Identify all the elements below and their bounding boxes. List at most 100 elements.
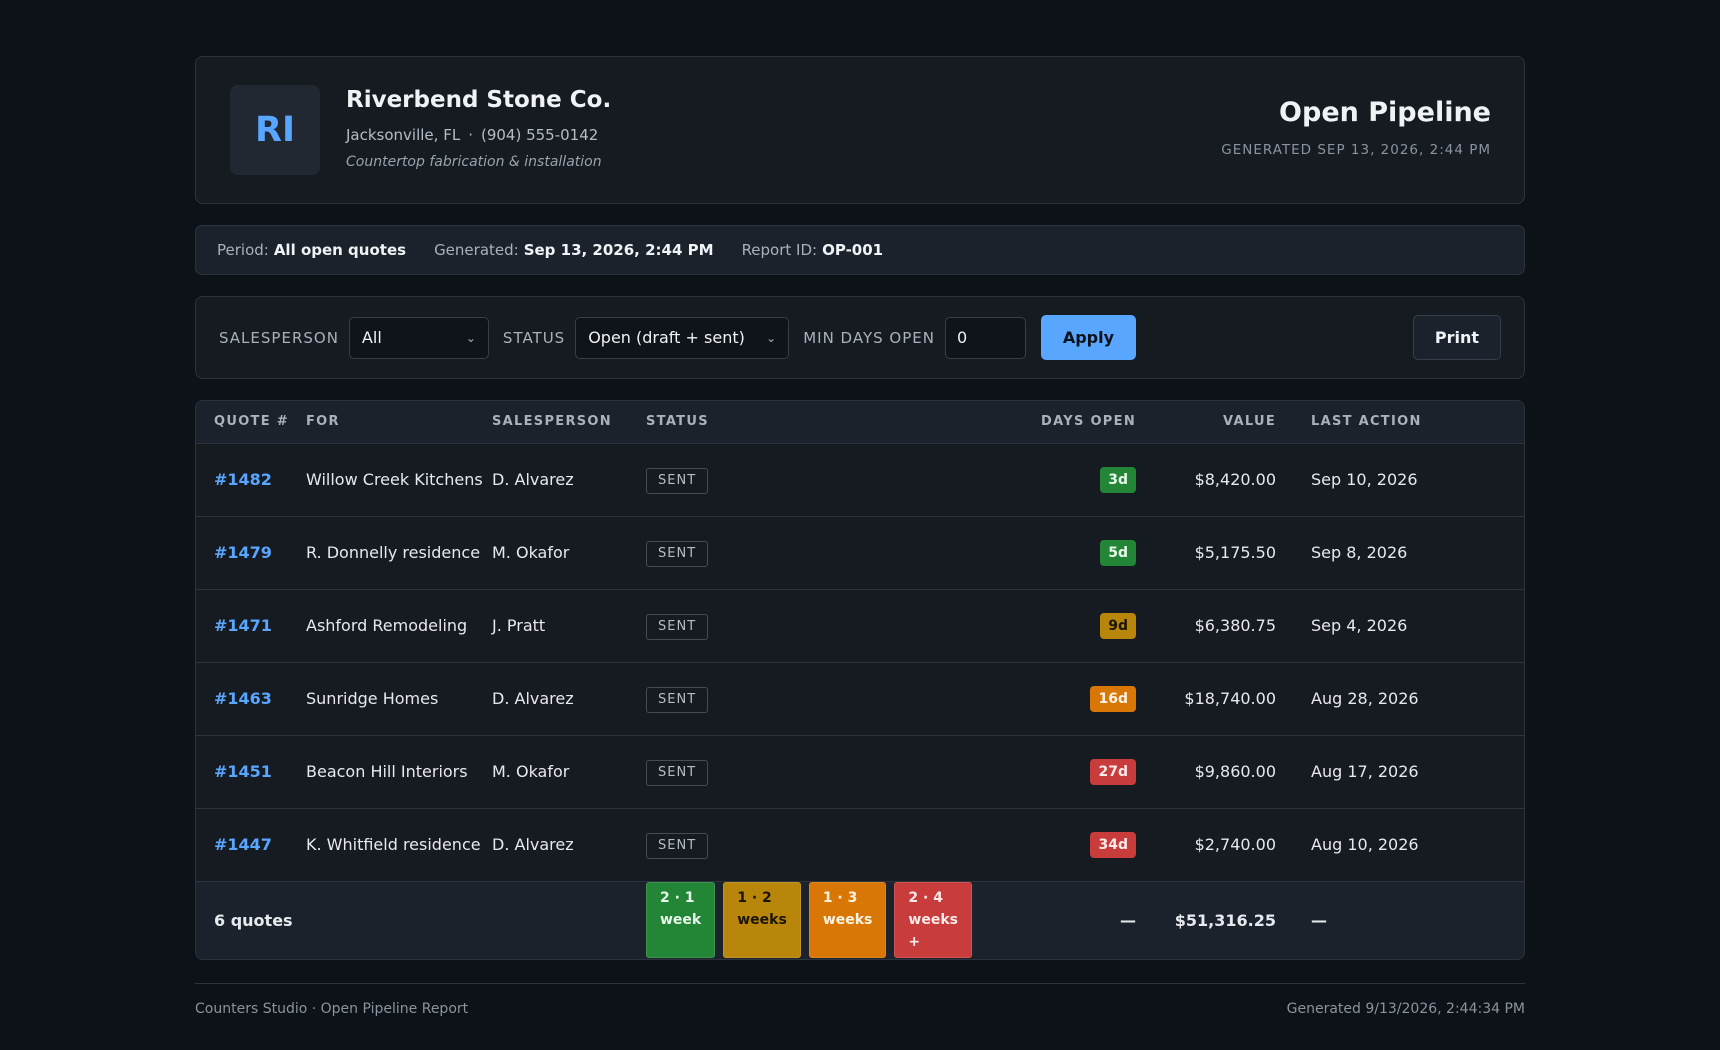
salesperson-cell: J. Pratt <box>492 589 646 663</box>
status-cell: SENT <box>646 443 896 517</box>
days-open-badge: 34d <box>1090 832 1136 858</box>
last-action-cell: Sep 10, 2026 <box>1276 443 1524 517</box>
chevron-down-icon: ⌄ <box>465 330 476 345</box>
quote-link[interactable]: #1482 <box>214 470 272 489</box>
status-filter-label: STATUS <box>502 328 566 347</box>
customer-cell: Ashford Remodeling <box>306 589 492 663</box>
status-badge: SENT <box>646 613 709 640</box>
quote-number-cell: #1471 <box>196 589 306 663</box>
salesperson-cell: D. Alvarez <box>492 443 646 517</box>
table-row[interactable]: #1463 Sunridge Homes D. Alvarez SENT 16d $18,… <box>196 662 1524 736</box>
last-action-cell: Aug 10, 2026 <box>1276 808 1524 882</box>
customer-cell: R. Donnelly residence <box>306 516 492 590</box>
salesperson-select-value: All <box>361 328 382 347</box>
age-legend-chip: 2 · 1 week <box>646 882 716 959</box>
company-city: Jacksonville, FL <box>346 126 461 144</box>
customer-cell: Willow Creek Kitchens <box>306 443 492 517</box>
value-cell: $18,740.00 <box>1136 662 1276 736</box>
value-cell: $8,420.00 <box>1136 443 1276 517</box>
days-open-cell: 3d <box>896 443 1136 517</box>
quote-count: 6 quotes <box>214 910 293 930</box>
meta-generated-label: Generated: <box>434 241 519 259</box>
meta-report-id-label: Report ID: <box>741 241 818 259</box>
table-row[interactable]: #1479 R. Donnelly residence M. Okafor SENT 5… <box>196 516 1524 590</box>
meta-period-value: All open quotes <box>273 241 407 259</box>
salesperson-filter-label: SALESPERSON <box>219 328 339 347</box>
quote-number-cell: #1479 <box>196 516 306 590</box>
last-action-total: — <box>1311 910 1327 930</box>
salesperson-cell: D. Alvarez <box>492 808 646 882</box>
page-footer: Counters Studio · Open Pipeline Report G… <box>195 983 1525 1017</box>
meta-report-id: Report ID: OP-001 <box>742 241 884 259</box>
status-cell: SENT <box>646 808 896 882</box>
days-open-cell: 34d <box>896 808 1136 882</box>
table-row[interactable]: #1451 Beacon Hill Interiors M. Okafor SENT 2… <box>196 735 1524 809</box>
age-legend-chip: 2 · 4 weeks + <box>894 882 972 959</box>
table-row[interactable]: #1482 Willow Creek Kitchens D. Alvarez SENT… <box>196 443 1524 517</box>
contact-separator: · <box>468 126 473 144</box>
value-cell: $9,860.00 <box>1136 735 1276 809</box>
column-header-salesperson[interactable]: SALESPERSON <box>492 401 646 444</box>
meta-period-label: Period: <box>217 241 269 259</box>
age-legend-chip: 1 · 3 weeks <box>808 882 887 959</box>
last-action-cell: Aug 17, 2026 <box>1276 735 1524 809</box>
age-legend: 2 · 1 week 1 · 2 weeks 1 · 3 weeks 2 · 4 weeks … <box>646 882 972 959</box>
status-badge: SENT <box>646 759 709 786</box>
column-header-quote[interactable]: QUOTE # <box>196 401 306 444</box>
age-legend-cell: 2 · 1 week 1 · 2 weeks 1 · 3 weeks 2 · 4 weeks … <box>646 881 972 959</box>
quote-link[interactable]: #1447 <box>214 835 272 854</box>
company-phone: (904) 555-0142 <box>480 126 599 144</box>
column-header-status[interactable]: STATUS <box>646 401 896 444</box>
days-open-badge: 27d <box>1090 759 1136 785</box>
footer-left: Counters Studio · Open Pipeline Report <box>195 1001 469 1017</box>
status-cell: SENT <box>646 735 896 809</box>
value-cell: $2,740.00 <box>1136 808 1276 882</box>
table-row[interactable]: #1447 K. Whitfield residence D. Alvarez SEN… <box>196 808 1524 882</box>
salesperson-cell: D. Alvarez <box>492 662 646 736</box>
value-total: $51,316.25 <box>1174 910 1276 930</box>
days-open-badge: 9d <box>1100 613 1136 639</box>
column-header-days-open[interactable]: DAYS OPEN <box>896 401 1136 444</box>
days-open-badge: 5d <box>1100 540 1136 566</box>
company-tagline: Countertop fabrication & installation <box>346 154 602 170</box>
report-meta-bar: Period: All open quotes Generated: Sep 13,… <box>195 225 1525 275</box>
value-cell: $5,175.50 <box>1136 516 1276 590</box>
quote-link[interactable]: #1471 <box>214 616 272 635</box>
customer-cell: Beacon Hill Interiors <box>306 735 492 809</box>
min-days-input[interactable] <box>944 316 1026 359</box>
report-page: RI Riverbend Stone Co. Jacksonville, FL ·… <box>195 56 1525 1017</box>
filter-bar: SALESPERSON All ⌄ STATUS Open (draft + s… <box>195 296 1525 379</box>
column-header-for[interactable]: FOR <box>306 401 492 444</box>
days-open-cell: 9d <box>896 589 1136 663</box>
company-logo: RI <box>230 85 320 175</box>
footer-right: Generated 9/13/2026, 2:44:34 PM <box>1286 1001 1525 1017</box>
quote-link[interactable]: #1463 <box>214 689 272 708</box>
quote-link[interactable]: #1479 <box>214 543 272 562</box>
apply-button[interactable]: Apply <box>1040 315 1136 360</box>
last-action-cell: Sep 4, 2026 <box>1276 589 1524 663</box>
salesperson-select[interactable]: All ⌄ <box>348 316 489 359</box>
company-name: Riverbend Stone Co. <box>346 87 612 113</box>
column-header-last-action[interactable]: LAST ACTION <box>1276 401 1524 444</box>
last-action-cell: Aug 28, 2026 <box>1276 662 1524 736</box>
status-badge: SENT <box>646 686 709 713</box>
table-row[interactable]: #1471 Ashford Remodeling J. Pratt SENT 9d $6,… <box>196 589 1524 663</box>
days-open-cell: 16d <box>896 662 1136 736</box>
age-legend-chip: 1 · 2 weeks <box>723 882 801 959</box>
salesperson-cell: M. Okafor <box>492 735 646 809</box>
quote-link[interactable]: #1451 <box>214 762 272 781</box>
value-cell: $6,380.75 <box>1136 589 1276 663</box>
print-button[interactable]: Print <box>1413 315 1501 360</box>
quote-number-cell: #1482 <box>196 443 306 517</box>
last-action-cell: Sep 8, 2026 <box>1276 516 1524 590</box>
status-select[interactable]: Open (draft + sent) ⌄ <box>575 316 790 359</box>
report-header: RI Riverbend Stone Co. Jacksonville, FL ·… <box>195 56 1525 204</box>
quote-number-cell: #1447 <box>196 808 306 882</box>
meta-generated: Generated: Sep 13, 2026, 2:44 PM <box>434 241 714 259</box>
quote-number-cell: #1451 <box>196 735 306 809</box>
column-header-value[interactable]: VALUE <box>1136 401 1276 444</box>
days-open-cell: 27d <box>896 735 1136 809</box>
status-cell: SENT <box>646 516 896 590</box>
report-title: Open Pipeline <box>1279 97 1491 128</box>
days-open-badge: 3d <box>1100 467 1136 493</box>
